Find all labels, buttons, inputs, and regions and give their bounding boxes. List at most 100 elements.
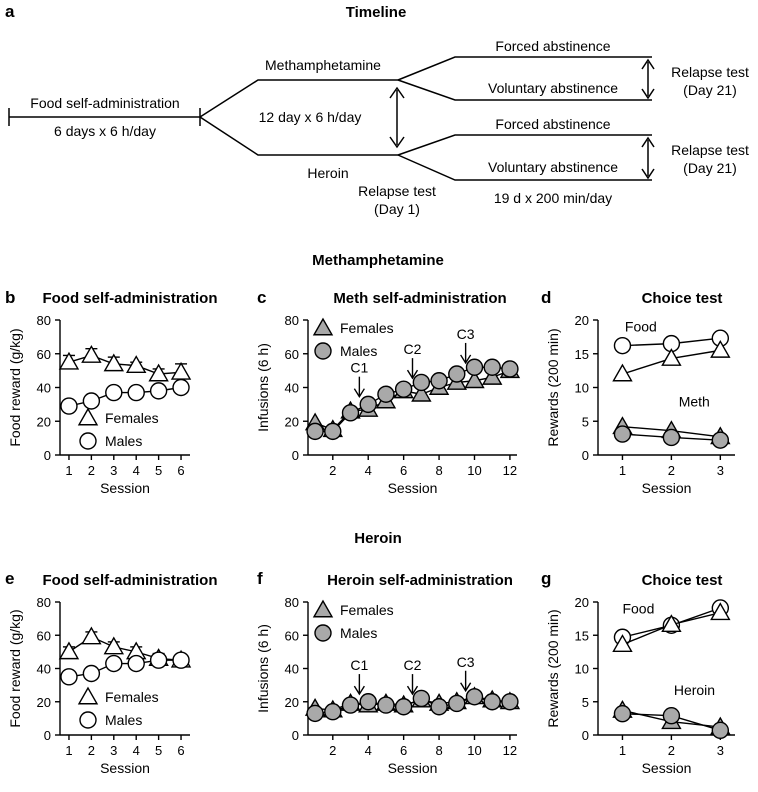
legend-marker: [314, 624, 332, 642]
data-point: [127, 654, 145, 673]
data-point: [501, 693, 519, 711]
timeline-meth-label: Methamphetamine: [265, 57, 381, 73]
chart-e-y-tick-label: 60: [37, 628, 51, 643]
chart-f-y-tick-label: 80: [285, 595, 299, 610]
data-point: [148, 363, 169, 382]
legend-label: Males: [340, 343, 377, 359]
chart-d-title: Choice test: [642, 290, 723, 307]
data-point: [126, 355, 147, 374]
data-point: [411, 383, 432, 402]
annotation-label: C3: [457, 326, 475, 342]
data-point: [464, 370, 485, 389]
chart-f-y-tick-label: 20: [285, 695, 299, 710]
panel-letter-b: b: [5, 288, 15, 307]
timeline-food-sa-duration: 6 days x 6 h/day: [54, 123, 156, 139]
timeline-abstinence-duration: 19 d x 200 min/day: [494, 190, 612, 206]
chart-e-x-tick-label: 1: [65, 743, 72, 758]
data-point: [430, 372, 448, 390]
chart-b-x-tick-label: 2: [88, 463, 95, 478]
chart-c-y-tick-label: 40: [285, 381, 299, 396]
data-point: [306, 704, 324, 723]
annotation-label: C1: [350, 360, 368, 376]
chart-f-x-tick-label: 2: [329, 743, 336, 758]
chart-c-y-tick-label: 20: [285, 414, 299, 429]
chart-d-series-3: [613, 425, 730, 449]
data-point: [710, 602, 731, 621]
annotation-label: C1: [350, 657, 368, 673]
timeline-drug-duration: 12 day x 6 h/day: [259, 109, 362, 125]
chart-g-series-3: [613, 705, 730, 740]
section-title-meth: Methamphetamine: [312, 252, 444, 269]
chart-d-y-tick-label: 5: [582, 414, 589, 429]
chart-f-y-tick-label: 60: [285, 628, 299, 643]
chart-b-y-label: Food reward (g/kg): [7, 328, 23, 446]
timeline-relapse-day21-heroin-line1: Relapse test: [671, 142, 749, 158]
data-point: [170, 361, 192, 380]
legend-label: Males: [105, 712, 142, 728]
data-point: [105, 383, 123, 402]
chart-g-y-tick-label: 15: [575, 628, 589, 643]
legend-marker: [312, 599, 334, 618]
chart-b-y-tick-label: 60: [37, 347, 51, 362]
legend-marker: [77, 407, 99, 426]
timeline-heroin-voluntary-line: [397, 154, 652, 181]
chart-g-y-tick-label: 5: [582, 695, 589, 710]
chart-c-x-tick-label: 10: [467, 463, 481, 478]
data-point: [710, 339, 731, 358]
annotation-arrowhead: [406, 369, 419, 380]
data-point: [324, 703, 342, 721]
timeline-relapse-day21-meth-line1: Relapse test: [671, 64, 749, 80]
data-point: [394, 380, 413, 398]
chart-b-x-tick-label: 5: [155, 463, 162, 478]
chart-g-x-tick-label: 3: [717, 743, 724, 758]
annotation-label: Heroin: [674, 682, 715, 698]
chart-e-x-tick-label: 4: [133, 743, 140, 758]
data-point: [81, 345, 102, 363]
annotation-arrowhead: [460, 682, 472, 693]
chart-c-x-tick-label: 6: [400, 463, 407, 478]
data-point: [661, 614, 682, 633]
annotation-arrowhead: [406, 685, 419, 696]
chart-f-series-1: [306, 688, 519, 723]
chart-g-x-tick-label: 1: [619, 743, 626, 758]
chart-g-y-tick-label: 0: [582, 728, 589, 743]
data-point: [613, 425, 632, 443]
chart-g-y-tick-label: 10: [575, 662, 589, 677]
panel-letter-e: e: [5, 569, 14, 588]
timeline-title: Timeline: [346, 4, 407, 21]
chart-f-x-tick-label: 12: [503, 743, 517, 758]
legend-marker: [79, 711, 97, 729]
chart-e-series-0: [58, 626, 192, 668]
data-point: [58, 641, 80, 660]
timeline-double-arrow-heroin: [641, 136, 655, 180]
panel-letter-g: g: [541, 569, 551, 588]
data-point: [81, 626, 102, 645]
timeline-heroin-branch: [199, 116, 398, 156]
legend-label: Females: [340, 320, 394, 336]
data-point: [127, 383, 145, 402]
timeline-relapse-day21-heroin-line2: (Day 21): [683, 160, 737, 176]
data-point: [661, 348, 682, 366]
timeline-double-arrow-drug: [389, 86, 405, 149]
data-point: [105, 654, 123, 673]
data-point: [324, 422, 342, 441]
data-point: [613, 336, 632, 355]
annotation-label: C3: [457, 654, 475, 670]
chart-e-y-label: Food reward (g/kg): [7, 609, 23, 727]
chart-b-y-tick-label: 40: [37, 381, 51, 396]
data-point: [149, 651, 168, 669]
data-point: [103, 353, 124, 372]
data-point: [103, 636, 124, 655]
chart-g: Choice test 0 5 10 15 20 1 2 3 Session Rewards (20…: [545, 572, 735, 776]
chart-b: Food self-administration 0 20 40 60 80 1 2 3 4 5 6 S…: [7, 290, 218, 496]
data-point: [612, 634, 633, 653]
chart-b-x-tick-label: 4: [133, 463, 140, 478]
chart-f-x-tick-label: 10: [467, 743, 481, 758]
data-point: [58, 351, 80, 370]
annotation-arrowhead: [460, 354, 472, 365]
chart-b-y-tick-label: 80: [37, 313, 51, 328]
chart-d-x-tick-label: 1: [619, 463, 626, 478]
data-point: [306, 422, 324, 441]
data-point: [172, 651, 190, 669]
chart-b-y-tick-label: 20: [37, 414, 51, 429]
